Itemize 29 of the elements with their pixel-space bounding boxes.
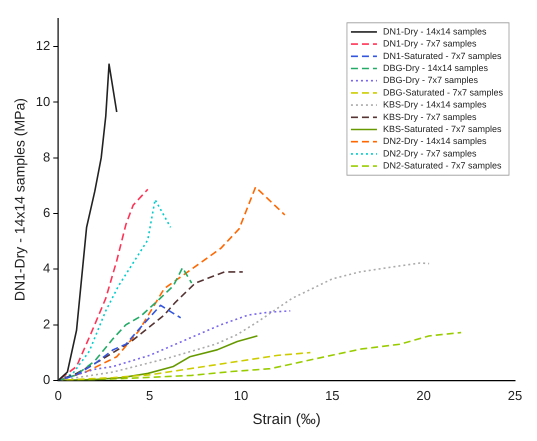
y-tick-label: 2 bbox=[43, 316, 50, 332]
x-tick-label: 15 bbox=[325, 388, 340, 403]
y-tick-label: 10 bbox=[36, 94, 50, 109]
x-tick-label: 20 bbox=[416, 388, 431, 403]
legend-label: DN1-Saturated - 7x7 samples bbox=[382, 50, 502, 61]
y-tick-label: 6 bbox=[43, 205, 50, 220]
legend-label: DN2-Saturated - 7x7 samples bbox=[382, 160, 502, 171]
x-tick-label: 25 bbox=[508, 388, 522, 403]
y-tick-label: 4 bbox=[43, 260, 50, 276]
legend-label: DN2-Dry - 14x14 samples bbox=[382, 136, 487, 146]
y-tick-label: 12 bbox=[36, 38, 50, 54]
y-axis-title: DN1-Dry - 14x14 samples (MPa) bbox=[11, 98, 28, 302]
x-tick-label: 10 bbox=[234, 388, 248, 403]
legend-label: KBS-Dry - 7x7 samples bbox=[382, 112, 477, 122]
y-tick-label: 0 bbox=[43, 372, 50, 387]
x-tick-label: 0 bbox=[54, 388, 62, 403]
legend-label: DBG-Saturated - 7x7 samples bbox=[382, 87, 504, 98]
legend-label: KBS-Dry - 14x14 samples bbox=[382, 100, 487, 110]
line-series bbox=[58, 304, 182, 380]
legend-label: DN1-Dry - 14x14 samples bbox=[382, 26, 487, 36]
x-axis-title: Strain (‰) bbox=[252, 411, 321, 428]
x-tick-label: 5 bbox=[146, 388, 154, 403]
legend-label: DBG-Dry - 7x7 samples bbox=[382, 75, 478, 86]
legend-label: DBG-Dry - 14x14 samples bbox=[382, 62, 488, 73]
line-series bbox=[58, 266, 192, 380]
y-tick-label: 8 bbox=[43, 149, 50, 164]
legend-label: DN1-Dry - 7x7 samples bbox=[382, 38, 477, 49]
legend-label: DN2-Dry - 7x7 samples bbox=[382, 148, 477, 158]
legend-label: KBS-Saturated - 7x7 samples bbox=[382, 124, 502, 134]
